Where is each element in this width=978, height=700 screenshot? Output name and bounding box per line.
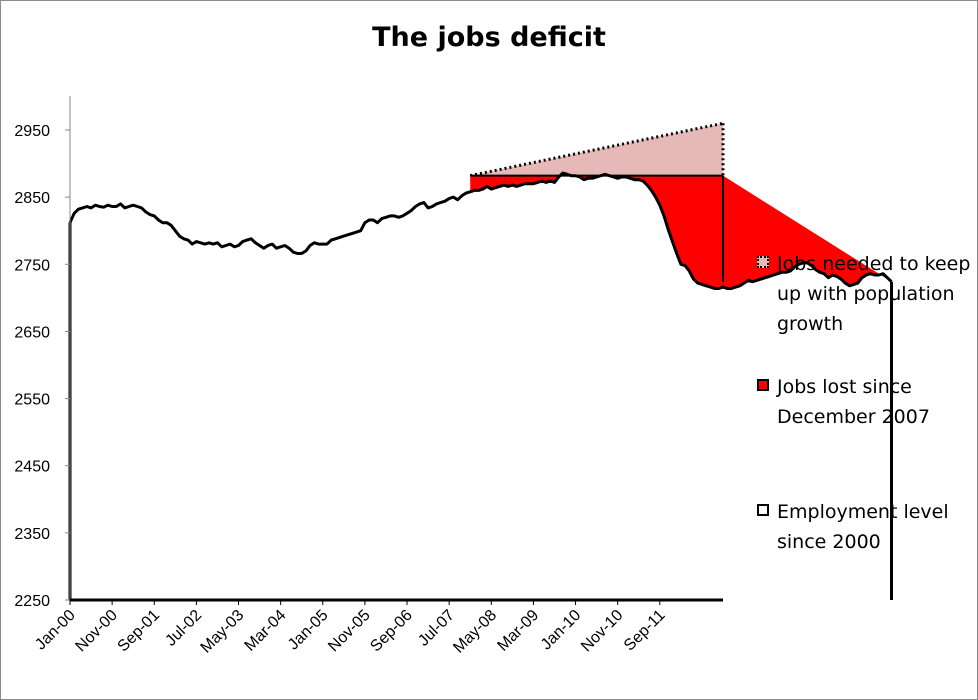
y-tick-label: 2950	[14, 123, 50, 140]
legend-label-jobs-needed: Jobs needed to keep up with population g…	[777, 253, 971, 335]
x-tick-label: Mar-04	[242, 607, 290, 655]
x-tick-label: Nov-10	[578, 607, 627, 656]
x-tick-label: May-08	[450, 607, 500, 657]
y-tick-label: 2550	[14, 392, 50, 409]
legend-swatch-jobs-needed	[757, 256, 769, 268]
x-tick-label: Nov-00	[72, 607, 121, 656]
y-tick-label: 2650	[14, 324, 50, 341]
chart-title: The jobs deficit	[372, 22, 606, 53]
y-tick-label: 2350	[14, 526, 50, 543]
y-tick-label: 2450	[14, 459, 50, 476]
jobs-lost-area	[470, 172, 892, 289]
x-tick-label: Sep-11	[621, 607, 669, 655]
jobs-needed-trend-line	[469, 121, 724, 178]
x-tick-label: Mar-09	[494, 607, 542, 655]
x-tick-label: Jan-10	[538, 607, 585, 654]
x-tick-label: Sep-01	[115, 607, 164, 656]
jobs-needed-area	[470, 123, 723, 176]
legend-swatch-employment-level	[757, 504, 769, 516]
legend-label-employment-level: Employment level since 2000	[777, 501, 949, 553]
x-tick-label: Sep-06	[367, 607, 416, 656]
x-tick-label: May-03	[198, 607, 248, 657]
x-tick-label: Jan-00	[32, 607, 79, 654]
y-tick-label: 2850	[14, 190, 50, 207]
x-tick-label: Nov-05	[325, 607, 374, 656]
legend-swatch-jobs-lost	[757, 379, 769, 391]
employment-line	[68, 171, 893, 290]
y-tick-label: 2750	[14, 257, 50, 274]
legend-label-jobs-lost: Jobs lost since December 2007	[777, 376, 930, 428]
x-tick-label: Jan-05	[285, 607, 332, 654]
y-tick-label: 2250	[14, 593, 50, 610]
